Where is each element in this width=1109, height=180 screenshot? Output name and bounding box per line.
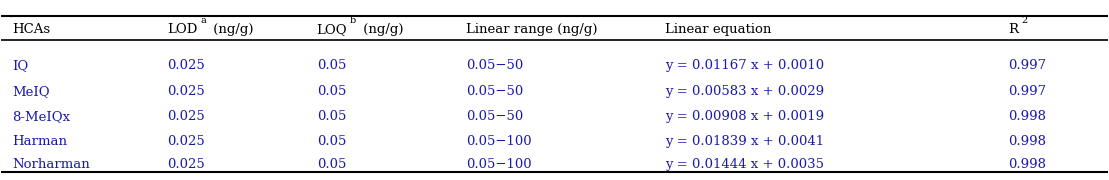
- Text: (ng/g): (ng/g): [358, 23, 404, 36]
- Text: MeIQ: MeIQ: [12, 85, 50, 98]
- Text: 0.05−50: 0.05−50: [466, 59, 523, 72]
- Text: 0.05: 0.05: [317, 59, 346, 72]
- Text: LOQ: LOQ: [317, 23, 347, 36]
- Text: 0.025: 0.025: [167, 110, 205, 123]
- Text: 0.025: 0.025: [167, 85, 205, 98]
- Text: 0.05−100: 0.05−100: [466, 158, 531, 171]
- Text: 0.025: 0.025: [167, 59, 205, 72]
- Text: y = 0.00583 x + 0.0029: y = 0.00583 x + 0.0029: [665, 85, 824, 98]
- Text: 0.025: 0.025: [167, 135, 205, 148]
- Text: 0.997: 0.997: [1008, 85, 1046, 98]
- Text: b: b: [349, 16, 356, 25]
- Text: Norharman: Norharman: [12, 158, 90, 171]
- Text: IQ: IQ: [12, 59, 29, 72]
- Text: 0.997: 0.997: [1008, 59, 1046, 72]
- Text: 0.05−50: 0.05−50: [466, 110, 523, 123]
- Text: R: R: [1008, 23, 1018, 36]
- Text: 0.05: 0.05: [317, 135, 346, 148]
- Text: 0.05: 0.05: [317, 85, 346, 98]
- Text: y = 0.01444 x + 0.0035: y = 0.01444 x + 0.0035: [665, 158, 824, 171]
- Text: 0.998: 0.998: [1008, 158, 1046, 171]
- Text: a: a: [201, 16, 206, 25]
- Text: y = 0.00908 x + 0.0019: y = 0.00908 x + 0.0019: [665, 110, 824, 123]
- Text: 0.998: 0.998: [1008, 135, 1046, 148]
- Text: HCAs: HCAs: [12, 23, 51, 36]
- Text: y = 0.01167 x + 0.0010: y = 0.01167 x + 0.0010: [665, 59, 824, 72]
- Text: 2: 2: [1021, 16, 1028, 25]
- Text: y = 0.01839 x + 0.0041: y = 0.01839 x + 0.0041: [665, 135, 824, 148]
- Text: Harman: Harman: [12, 135, 68, 148]
- Text: 0.05−50: 0.05−50: [466, 85, 523, 98]
- Text: 0.998: 0.998: [1008, 110, 1046, 123]
- Text: Linear range (ng/g): Linear range (ng/g): [466, 23, 598, 36]
- Text: LOD: LOD: [167, 23, 197, 36]
- Text: 0.025: 0.025: [167, 158, 205, 171]
- Text: 0.05−100: 0.05−100: [466, 135, 531, 148]
- Text: 0.05: 0.05: [317, 158, 346, 171]
- Text: 0.05: 0.05: [317, 110, 346, 123]
- Text: (ng/g): (ng/g): [210, 23, 254, 36]
- Text: Linear equation: Linear equation: [665, 23, 772, 36]
- Text: 8-MeIQx: 8-MeIQx: [12, 110, 71, 123]
